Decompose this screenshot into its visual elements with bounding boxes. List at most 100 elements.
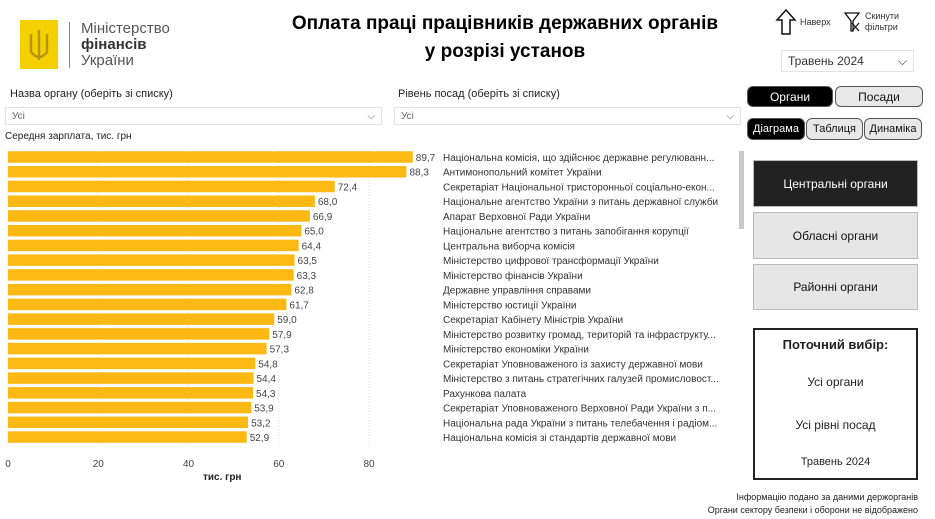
central-organs-button[interactable]: Центральні органи	[753, 160, 918, 207]
category-label: Центральна виборча комісія	[443, 240, 575, 252]
bar-value-label: 61,7	[289, 300, 309, 311]
x-tick-label: 0	[5, 459, 11, 470]
category-label: Національне агентство з питань запобіган…	[443, 226, 689, 238]
category-label: Національна комісія, що здійснює державн…	[443, 153, 714, 164]
bar[interactable]	[8, 328, 270, 340]
logo-line: Міністерство	[81, 20, 170, 37]
bar[interactable]	[8, 401, 252, 414]
bar-value-label: 66,9	[313, 212, 333, 223]
district-organs-button[interactable]: Районні органи	[753, 264, 918, 310]
bar[interactable]	[8, 239, 299, 252]
up-label: Наверх	[800, 17, 831, 27]
org-filter-label: Назва органу (оберіть зі списку)	[10, 88, 173, 100]
scroll-up-button[interactable]: Наверх	[775, 8, 831, 36]
bar-value-label: 62,8	[294, 286, 314, 297]
bar-value-label: 54,4	[256, 374, 276, 385]
bar-value-label: 53,2	[251, 418, 271, 429]
org-filter-value: Усі	[12, 110, 25, 122]
period-dropdown[interactable]: Травень 2024 ⌵	[781, 50, 914, 72]
x-axis-label: тис. грн	[203, 472, 242, 483]
chart-scrollbar[interactable]	[739, 151, 744, 229]
title-line-2: у розрізі установ	[424, 41, 586, 62]
chevron-down-icon: ⌵	[367, 110, 375, 122]
x-tick-label: 20	[93, 459, 105, 470]
bar-value-label: 53,9	[254, 404, 274, 415]
category-label: Національна комісія зі стандартів держав…	[443, 433, 676, 444]
current-orgs: Усі органи	[807, 375, 864, 389]
current-selection-title: Поточний вибір:	[782, 337, 889, 352]
category-label: Міністерство юстиції України	[443, 300, 576, 311]
chevron-down-icon: ⌵	[726, 110, 734, 122]
bar-value-label: 54,3	[256, 389, 276, 400]
category-label: Рахункова палата	[443, 389, 527, 400]
bar[interactable]	[8, 431, 247, 443]
level-filter-dropdown[interactable]: Усі ⌵	[394, 107, 741, 125]
tab-dynamics[interactable]: Динаміка	[864, 118, 922, 140]
tab-table[interactable]: Таблиця	[806, 118, 863, 140]
bar[interactable]	[8, 195, 315, 207]
current-period: Травень 2024	[800, 456, 871, 468]
bar-value-label: 57,9	[272, 330, 292, 341]
reset-filters-button[interactable]: Скинути фільтри	[843, 11, 899, 33]
bar[interactable]	[8, 254, 295, 266]
level-filter-label: Рівень посад (оберіть зі списку)	[398, 88, 560, 100]
logo-trident-icon	[20, 20, 58, 69]
current-selection-panel: Поточний вибір: Усі органи Усі рівні пос…	[753, 328, 918, 480]
title-line-1: Оплата праці працівників державних орган…	[291, 13, 719, 34]
reset-label-2: фільтри	[865, 22, 898, 32]
bar[interactable]	[8, 210, 310, 222]
bar[interactable]	[8, 416, 249, 429]
bar-value-label: 64,4	[302, 241, 322, 252]
bar-value-label: 57,3	[270, 345, 290, 356]
bar[interactable]	[8, 313, 275, 325]
category-label: Міністерство економіки України	[443, 345, 589, 356]
bar[interactable]	[8, 180, 335, 193]
arrow-up-icon	[775, 8, 797, 35]
bar[interactable]	[8, 165, 407, 178]
level-filter-value: Усі	[401, 110, 414, 122]
bar[interactable]	[8, 387, 254, 399]
regional-organs-button[interactable]: Обласні органи	[753, 212, 918, 259]
tab-positions[interactable]: Посади	[835, 86, 923, 107]
logo-divider	[69, 22, 70, 68]
category-label: Міністерство цифрової трансформації Укра…	[443, 255, 659, 267]
org-filter-dropdown[interactable]: Усі ⌵	[5, 107, 382, 125]
category-label: Міністерство розвитку громад, територій …	[443, 329, 716, 341]
bar-value-label: 65,0	[304, 227, 324, 238]
bar[interactable]	[8, 342, 267, 355]
tab-organs[interactable]: Органи	[747, 86, 833, 107]
current-levels: Усі рівні посад	[795, 418, 876, 432]
bar-value-label: 63,3	[297, 271, 317, 282]
category-label: Секретаріат Національної тристоронньої с…	[443, 182, 715, 193]
category-label: Державне управління справами	[443, 286, 591, 297]
bar-value-label: 68,0	[318, 197, 338, 208]
category-label: Національне агентство України з питань д…	[443, 196, 718, 208]
chevron-down-icon: ⌵	[897, 53, 907, 68]
category-label: Секретаріат Уповноваженого Верховної Рад…	[443, 404, 716, 415]
tab-diagram[interactable]: Діаграма	[747, 118, 805, 140]
bar[interactable]	[8, 151, 413, 163]
x-tick-label: 60	[273, 459, 285, 470]
bar[interactable]	[8, 298, 287, 311]
footer-note-2: Органи сектору безпеки і оборони не відо…	[707, 505, 918, 515]
bar-value-label: 54,8	[258, 359, 278, 370]
category-label: Національна рада України з питань телеба…	[443, 417, 717, 429]
bar[interactable]	[8, 269, 294, 281]
bar-value-label: 89,7	[416, 153, 436, 164]
bar[interactable]	[8, 283, 292, 296]
period-value: Травень 2024	[788, 54, 864, 68]
reset-label-1: Скинути	[865, 11, 900, 21]
bar[interactable]	[8, 224, 302, 237]
x-tick-label: 80	[363, 459, 375, 470]
bar[interactable]	[8, 372, 254, 384]
category-label: Апарат Верховної Ради України	[443, 212, 590, 223]
category-label: Антимонопольний комітет України	[443, 168, 602, 179]
chart-title: Середня зарплата, тис. грн	[5, 131, 132, 142]
category-label: Секретаріат Уповноваженого із захисту де…	[443, 359, 703, 370]
category-label: Міністерство з питань стратегічних галуз…	[443, 374, 719, 385]
bar-value-label: 52,9	[250, 433, 270, 444]
bar-value-label: 59,0	[277, 315, 297, 326]
logo-line: фінансів	[81, 36, 147, 53]
bar[interactable]	[8, 357, 256, 370]
footer-note-1: Інформацію подано за даними держорганів	[736, 492, 918, 502]
